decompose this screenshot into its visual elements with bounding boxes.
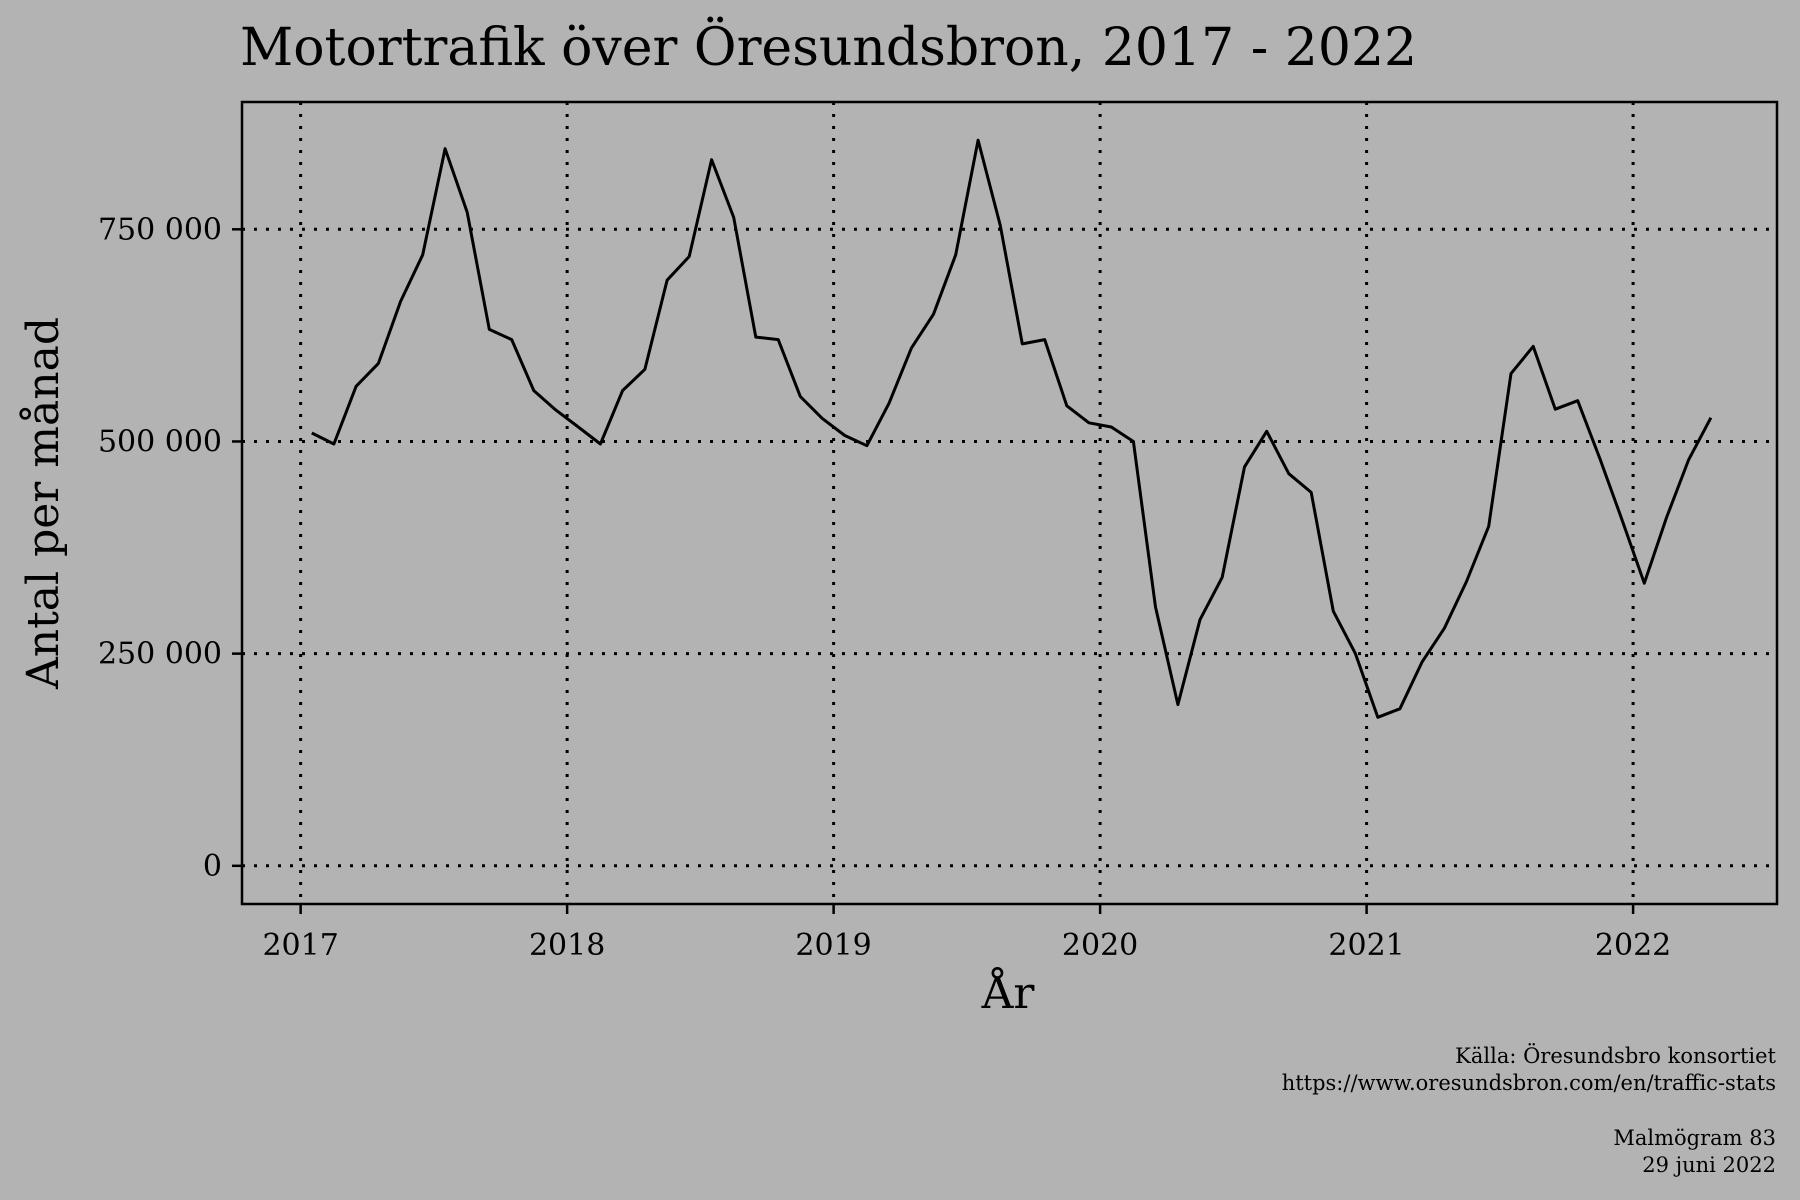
source-line-1: Källa: Öresundsbro konsortiet <box>1455 1043 1776 1068</box>
x-tick-label-2022: 2022 <box>1595 928 1671 963</box>
y-tick-label-500000: 500 000 <box>98 424 222 459</box>
x-axis-title: År <box>981 966 1036 1019</box>
y-tick-label-0: 0 <box>203 849 222 884</box>
x-tick-label-2021: 2021 <box>1328 928 1404 963</box>
y-axis-title: Antal per månad <box>18 317 69 690</box>
credit-text: Malmögram 83 <box>1613 1126 1776 1150</box>
plot-frame <box>240 100 1779 906</box>
x-tick-label-2019: 2019 <box>795 928 871 963</box>
y-tick-label-250000: 250 000 <box>98 637 222 672</box>
chart-title: Motortrafik över Öresundsbron, 2017 - 20… <box>240 17 1417 78</box>
series-line <box>311 138 1713 719</box>
source-line-2: https://www.oresundsbron.com/en/traffic-… <box>1282 1071 1776 1095</box>
x-tick-label-2017: 2017 <box>262 928 338 963</box>
axis-ticks: 2017 2018 2019 2020 2021 2022 0 250 000 500 000 7… <box>98 212 1671 963</box>
date-text: 29 juni 2022 <box>1642 1153 1776 1177</box>
x-tick-label-2020: 2020 <box>1062 928 1138 963</box>
gridlines <box>242 102 1777 904</box>
x-tick-label-2018: 2018 <box>529 928 605 963</box>
y-tick-label-750000: 750 000 <box>98 212 222 247</box>
